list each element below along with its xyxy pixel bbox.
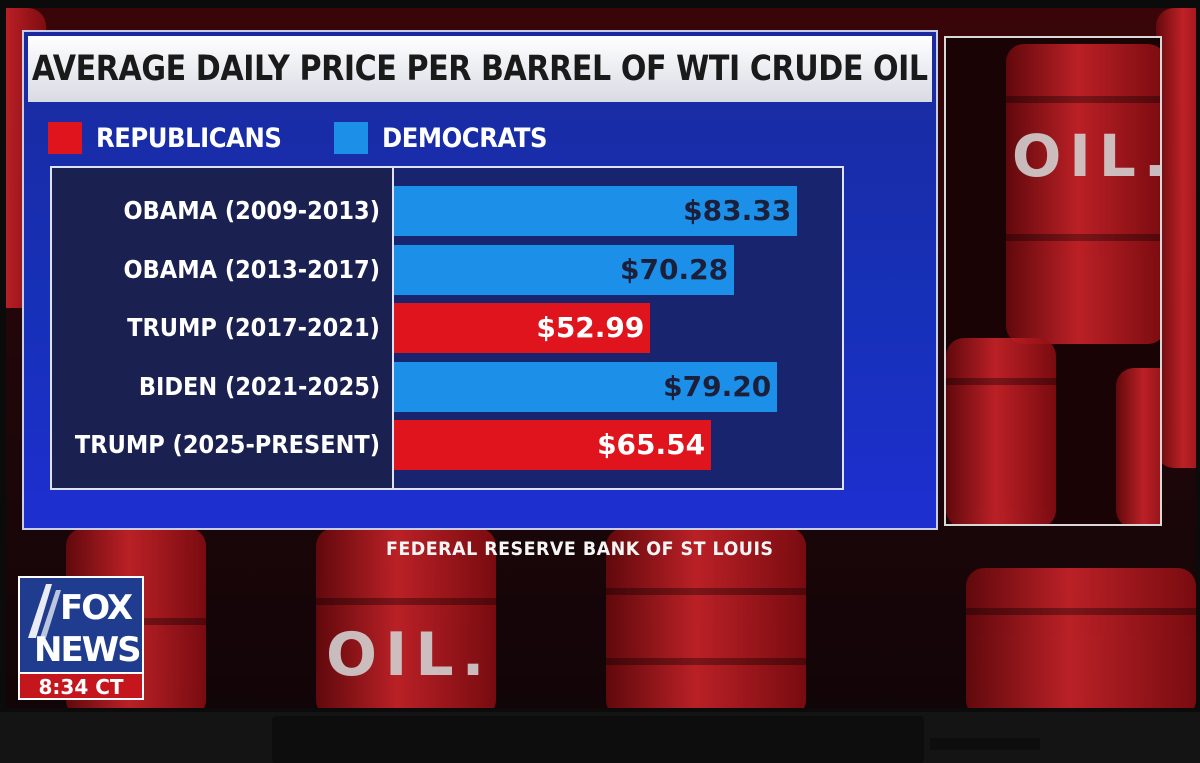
title-bar: AVERAGE DAILY PRICE PER BARREL OF WTI CR… — [28, 36, 932, 102]
bar-value-label: $52.99 — [536, 311, 645, 344]
category-label: BIDEN (2021-2025) — [138, 371, 380, 401]
tv-frame: OIL. AVERAGE DAILY PRICE PER BARREL OF W… — [6, 8, 1196, 708]
source-caption: FEDERAL RESERVE BANK OF ST LOUIS — [386, 538, 774, 560]
broadcast-time: 8:34 CT — [18, 674, 144, 700]
category-label: OBAMA (2009-2013) — [123, 196, 380, 225]
legend-swatch-republicans — [48, 122, 82, 154]
legend: REPUBLICANS DEMOCRATS — [48, 118, 589, 158]
chart-title: AVERAGE DAILY PRICE PER BARREL OF WTI CR… — [32, 49, 928, 89]
bar — [394, 186, 798, 236]
legend-item-democrats: DEMOCRATS — [334, 122, 565, 154]
plot-area: $83.33 $70.28 $52.99 $79.20 $65.54 — [394, 168, 844, 488]
bar-value-label: $79.20 — [663, 369, 772, 403]
bar — [394, 244, 735, 295]
inset-barrel-top: OIL. — [1006, 44, 1162, 344]
category-label: OBAMA (2013-2017) — [123, 254, 380, 284]
searchlight-icon — [28, 584, 61, 638]
category-labels: OBAMA (2009-2013) OBAMA (2013-2017) TRUMP … — [52, 168, 394, 488]
barrel-bg-2 — [606, 528, 806, 708]
legend-label-democrats: DEMOCRATS — [382, 122, 548, 154]
fox-logo-box: FOX NEWS — [18, 576, 144, 674]
bar — [394, 420, 712, 470]
soundbar — [272, 716, 924, 763]
bar — [394, 303, 651, 353]
barrel-bg-1: OIL. — [316, 528, 496, 708]
barrel-bg-6 — [1156, 8, 1196, 468]
category-label: TRUMP (2017-2021) — [127, 313, 380, 342]
inset-image: OIL. — [944, 36, 1162, 526]
chart-box: OBAMA (2009-2013) OBAMA (2013-2017) TRUMP … — [50, 166, 844, 490]
bar — [394, 361, 778, 412]
inset-barrel-left — [946, 338, 1056, 524]
inset-barrel-right — [1116, 368, 1160, 524]
tv-screen: OIL. AVERAGE DAILY PRICE PER BARREL OF W… — [6, 8, 1196, 708]
fox-wordmark: FOX — [60, 588, 133, 628]
bar-value-label: $70.28 — [620, 252, 729, 286]
fox-news-logo: FOX NEWS 8:34 CT — [18, 576, 144, 700]
inset-barrel-oil-text: OIL. — [1012, 122, 1162, 190]
tv-stand — [930, 738, 1040, 750]
legend-label-republicans: REPUBLICANS — [96, 122, 282, 154]
legend-swatch-democrats — [334, 122, 369, 154]
bar-value-label: $65.54 — [597, 428, 706, 461]
bar-value-label: $83.33 — [683, 194, 792, 227]
news-wordmark: NEWS — [34, 630, 142, 670]
category-label: TRUMP (2025-PRESENT) — [74, 430, 380, 459]
barrel-bg-3 — [966, 568, 1196, 708]
legend-item-republicans: REPUBLICANS — [48, 122, 302, 154]
barrel-oil-text: OIL. — [326, 620, 493, 690]
graphic-panel: AVERAGE DAILY PRICE PER BARREL OF WTI CR… — [22, 30, 938, 530]
